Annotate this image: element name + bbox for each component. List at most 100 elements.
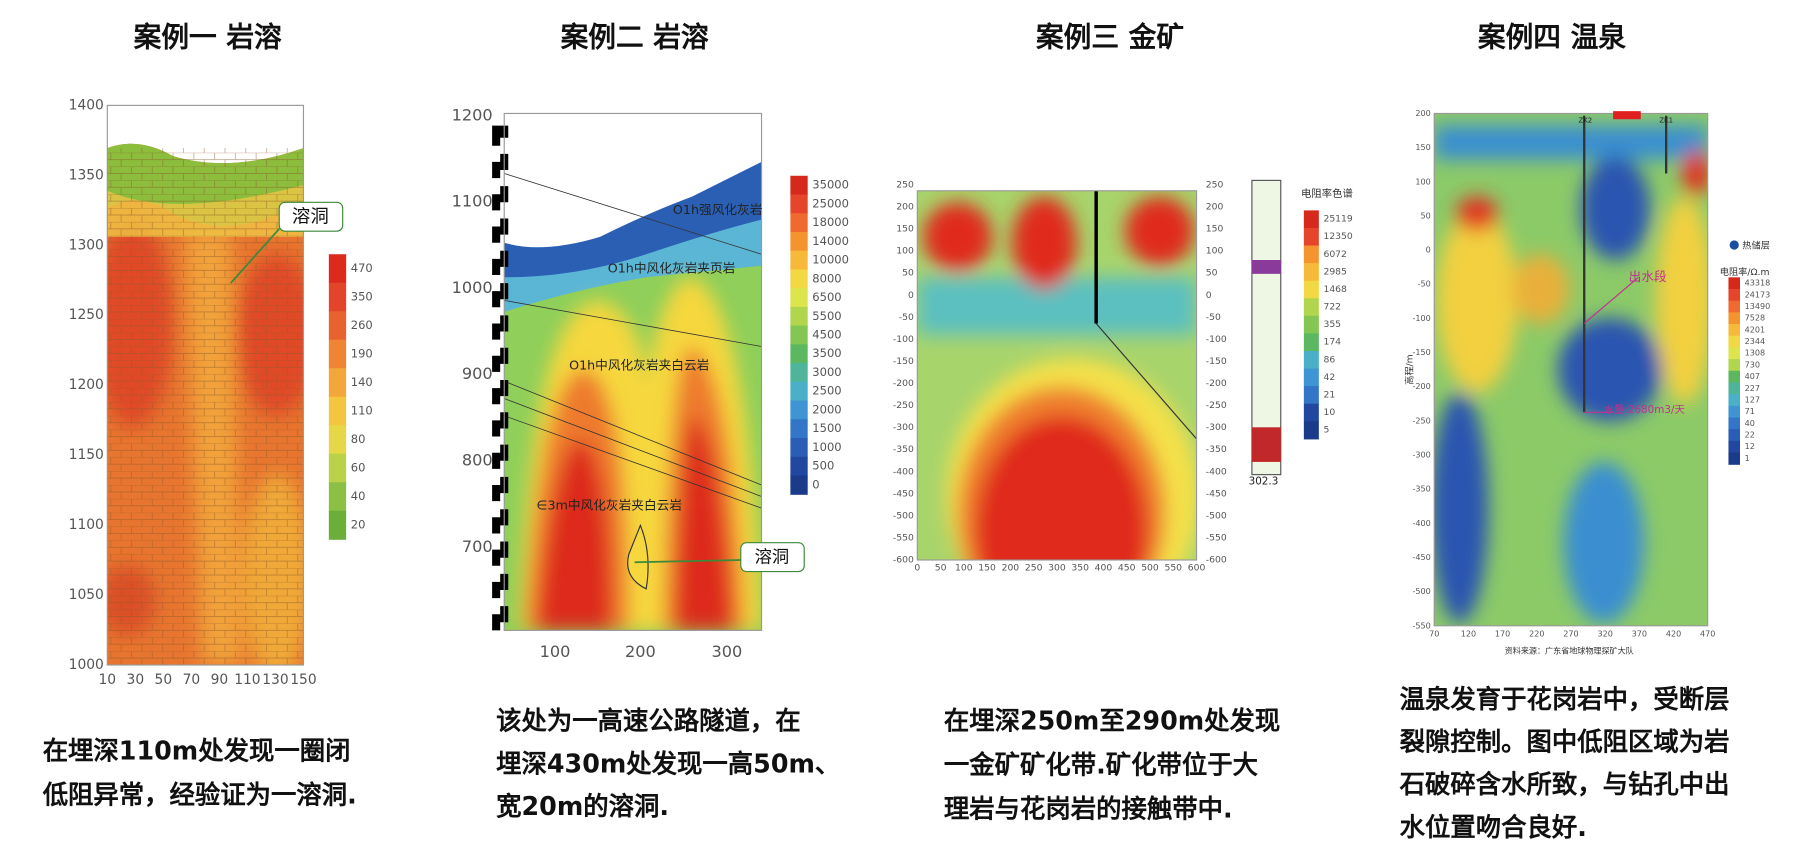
legend-swatch [1303,227,1319,247]
borehole-column [1251,179,1282,476]
legend-label: 500 [812,459,834,473]
legend-swatch [790,456,808,477]
legend-label: 80 [351,432,366,446]
y-tick-label: -100 [893,334,914,345]
caption-line: 水位置吻合良好. [1400,812,1587,842]
legend-label: 730 [1745,360,1760,369]
legend-swatch [790,213,808,233]
legend-label: 110 [351,403,373,417]
annotation: O1h中风化灰岩夹白云岩 [569,358,709,373]
section-image [1434,113,1708,626]
section-image [504,113,762,631]
y-tick-label: 1200 [452,105,493,124]
y-tick-label: 200 [1415,109,1430,118]
legend-swatch [1303,421,1319,440]
legend-title: 电阻率/Ω.m [1720,266,1770,278]
y-tick-label: -100 [1412,314,1430,323]
y-tick-label: 100 [1415,177,1430,186]
x-tick-label: 120 [1461,629,1476,638]
legend-swatch [328,425,347,455]
legend-label: 3500 [812,346,841,360]
panel-title: 案例四 温泉 [1477,20,1626,53]
annotation: ZK2 [1579,116,1593,124]
y-tick-label: 800 [462,451,493,470]
legend-swatch [1303,298,1319,317]
legend-swatch [1728,300,1740,313]
y-tick-label: 1400 [69,97,104,113]
y-tick-label: 150 [1415,143,1430,152]
legend-label: 20 [351,517,366,531]
callout [278,201,344,232]
y-tick-label: 700 [462,537,493,556]
x-tick-label: 250 [1025,563,1043,574]
y-tick-label: -600 [893,554,914,565]
legend-label: 40 [351,489,366,503]
legend-label: 24173 [1745,290,1771,299]
x-tick-label: 220 [1529,629,1544,638]
caption-line: 宽20m的溶洞. [496,791,669,821]
caption-line: 该处为一高速公路隧道，在 [496,706,800,736]
legend-swatch [790,400,808,420]
legend-swatch [328,482,347,512]
y-tick-label-right: -200 [1206,378,1227,389]
legend-swatch [1303,333,1319,352]
legend-swatch [1303,263,1319,282]
panel-title: 案例二 岩溶 [560,20,709,53]
y-tick-label: 1050 [69,587,104,603]
legend-label: 13490 [1745,302,1771,311]
x-tick-label: 200 [1002,563,1020,574]
legend-label: 2344 [1745,337,1766,346]
legend-label: 190 [351,346,373,360]
scale-bar [492,125,509,635]
x-tick-label: 600 [1188,563,1206,574]
y-tick-label: 200 [896,202,914,213]
legend-label: 5500 [812,309,841,323]
caption-line: 裂隙控制。图中低阻区域为岩 [1400,726,1730,756]
legend-swatch [790,175,808,196]
legend-swatch [790,363,808,383]
annotation: 水量:2680m3/天 [1604,404,1686,416]
legend-swatch [1728,347,1740,360]
legend-swatch [1728,288,1740,302]
legend-swatch [790,250,808,271]
y-tick-label: 1200 [69,377,104,393]
legend-label: 10000 [812,253,849,267]
x-tick-label: 170 [1495,629,1510,638]
y-tick-label: -550 [1412,621,1430,630]
y-tick-label: 1300 [69,237,104,253]
y-tick-label: -500 [893,510,914,521]
legend-label: 12350 [1323,231,1352,242]
frame [916,190,1198,561]
legend-label: 260 [351,318,373,332]
legend-label: 1468 [1323,284,1347,295]
legend-label: 470 [351,261,373,275]
y-tick-label: 50 [902,268,914,279]
legend-label: 140 [351,375,373,389]
annotation: ∈3m中风化灰岩夹白云岩 [536,497,682,512]
y-tick-label-right: -600 [1206,554,1227,565]
legend-swatch [1303,386,1319,405]
legend-marker-label: 热储层 [1742,240,1770,252]
x-tick-label: 30 [127,672,145,688]
y-tick-label-right: -50 [1206,312,1221,323]
legend-label: 60 [351,460,366,474]
x-tick-label: 100 [540,642,571,661]
x-tick-label: 70 [183,672,201,688]
y-tick-label: 150 [896,224,914,235]
legend-swatch [1728,440,1740,454]
legend-label: 2985 [1323,266,1347,277]
legend-label: 25119 [1323,214,1352,225]
annotation: O1h中风化灰岩夹页岩 [608,261,736,276]
y-tick-label: 900 [462,364,493,383]
y-tick-label: -350 [893,444,914,455]
legend-swatch [328,368,347,398]
legend-swatch [1728,429,1740,442]
legend-swatch [790,269,808,289]
legend-label: 1308 [1745,349,1766,358]
y-tick-label: 0 [1426,246,1431,255]
section-image [107,105,304,665]
legend-swatch [1303,368,1319,387]
legend-label: 407 [1745,372,1760,381]
legend-swatch [790,438,808,458]
legend-label: 127 [1745,395,1760,404]
